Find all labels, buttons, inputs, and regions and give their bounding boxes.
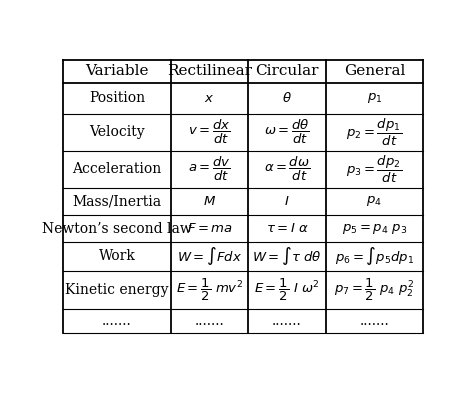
Text: $x$: $x$ [204, 92, 215, 105]
Text: Work: Work [99, 250, 136, 263]
Text: Rectilinear: Rectilinear [167, 64, 252, 79]
Text: Newton’s second law: Newton’s second law [42, 222, 192, 236]
Text: $\alpha=\dfrac{d\omega}{dt}$: $\alpha=\dfrac{d\omega}{dt}$ [264, 155, 310, 183]
Text: $p_5 = p_4\ p_3$: $p_5 = p_4\ p_3$ [342, 222, 407, 236]
Text: $F= ma$: $F= ma$ [187, 222, 233, 235]
Text: $E=\dfrac{1}{2}\ mv^2$: $E=\dfrac{1}{2}\ mv^2$ [176, 277, 243, 303]
Text: $M$: $M$ [203, 195, 216, 208]
Text: $p_3 = \dfrac{dp_2}{dt}$: $p_3 = \dfrac{dp_2}{dt}$ [346, 153, 402, 185]
Text: $p_4$: $p_4$ [366, 194, 382, 208]
Text: .......: ....... [359, 314, 389, 328]
Text: $p_1$: $p_1$ [366, 91, 382, 105]
Text: General: General [344, 64, 405, 79]
Text: $\theta$: $\theta$ [282, 91, 292, 105]
Text: Position: Position [89, 91, 145, 105]
Text: $p_2 = \dfrac{dp_1}{dt}$: $p_2 = \dfrac{dp_1}{dt}$ [346, 117, 402, 148]
Text: Circular: Circular [255, 64, 319, 79]
Text: Variable: Variable [85, 64, 149, 79]
Text: $v = \dfrac{dx}{dt}$: $v = \dfrac{dx}{dt}$ [188, 118, 231, 146]
Text: $a = \dfrac{dv}{dt}$: $a = \dfrac{dv}{dt}$ [188, 155, 231, 183]
Text: .......: ....... [195, 314, 225, 328]
Text: Velocity: Velocity [89, 125, 145, 139]
Text: Mass/Inertia: Mass/Inertia [73, 194, 162, 208]
Text: Kinetic energy: Kinetic energy [65, 283, 169, 297]
Text: $W = \int \tau\ d\theta$: $W = \int \tau\ d\theta$ [252, 245, 322, 268]
Text: $I$: $I$ [284, 195, 290, 208]
Text: $\omega=\dfrac{d\theta}{dt}$: $\omega=\dfrac{d\theta}{dt}$ [264, 118, 310, 146]
Text: $p_6 = \int p_5 dp_1$: $p_6 = \int p_5 dp_1$ [335, 245, 414, 268]
Text: .......: ....... [102, 314, 132, 328]
Text: Acceleration: Acceleration [73, 162, 162, 176]
Text: $p_7 = \dfrac{1}{2}\ p_4\ p_2^2$: $p_7 = \dfrac{1}{2}\ p_4\ p_2^2$ [334, 277, 414, 303]
Text: $W=\int F dx$: $W=\int F dx$ [177, 245, 242, 268]
Text: $\tau = I\ \alpha$: $\tau = I\ \alpha$ [265, 222, 309, 235]
Text: .......: ....... [272, 314, 302, 328]
Text: $E=\dfrac{1}{2}\ I\ \omega^2$: $E=\dfrac{1}{2}\ I\ \omega^2$ [254, 277, 320, 303]
